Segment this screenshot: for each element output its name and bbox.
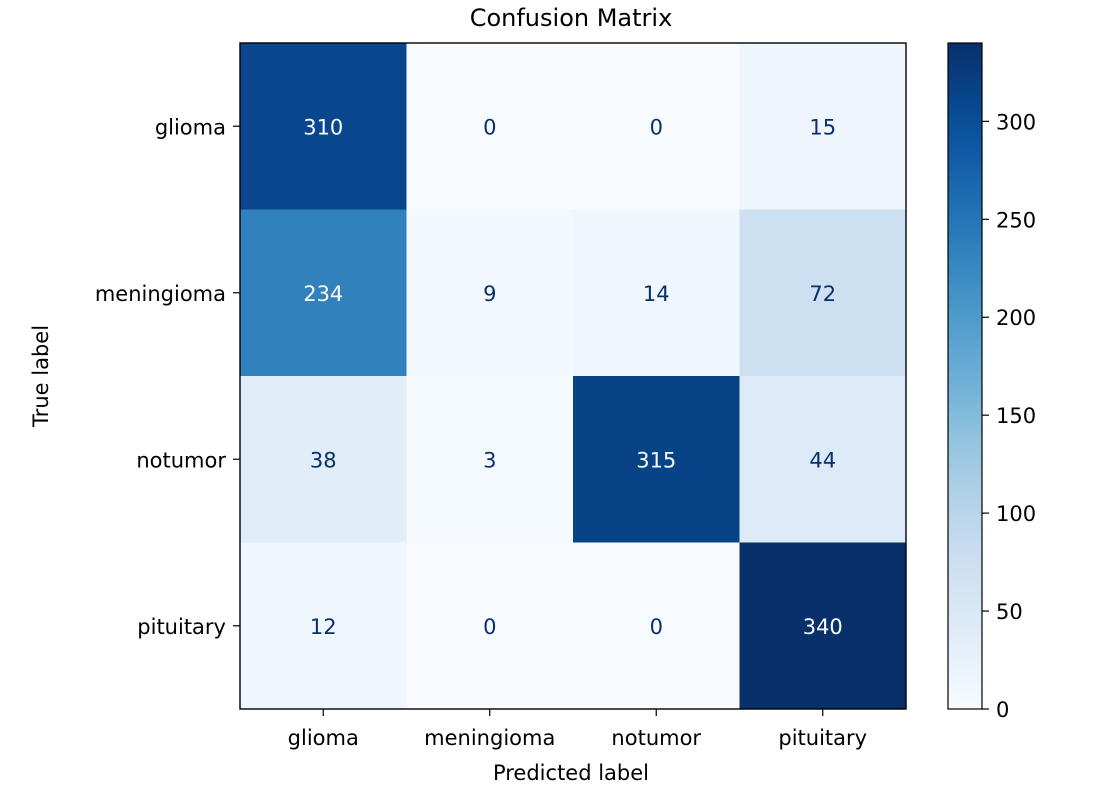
x-tick-label: notumor — [611, 726, 701, 750]
heatmap-cell — [739, 542, 907, 710]
colorbar-tick-label: 300 — [996, 110, 1036, 134]
heatmap-cell — [573, 376, 740, 543]
cell-value-label: 0 — [483, 115, 496, 139]
heatmap-cell — [406, 209, 574, 377]
x-axis-ticks: glioma meningioma notumor pituitary — [288, 709, 867, 750]
x-tick-label: pituitary — [778, 726, 867, 750]
cell-value-label: 234 — [303, 282, 343, 306]
cell-value-label: 72 — [809, 282, 836, 306]
y-tick-label: glioma — [155, 115, 226, 139]
cell-value-label: 14 — [643, 282, 670, 306]
heatmap-cell — [739, 209, 907, 377]
cell-value-label: 9 — [483, 282, 496, 306]
heatmap-cell — [240, 209, 407, 377]
heatmap-cell — [240, 376, 407, 543]
heatmap-cell — [406, 542, 574, 710]
heatmap-cell — [573, 209, 740, 377]
heatmap-cell — [406, 376, 574, 543]
colorbar-tick-label: 200 — [996, 306, 1036, 330]
colorbar-tick-label: 250 — [996, 208, 1036, 232]
cell-value-label: 38 — [310, 448, 337, 472]
cell-value-label: 12 — [310, 615, 337, 639]
cell-value-label: 310 — [303, 115, 343, 139]
colorbar — [947, 42, 983, 710]
x-tick-label: glioma — [288, 726, 359, 750]
heatmap-cell — [240, 542, 407, 710]
colorbar-ticks: 0 50 100 150 200 250 300 — [982, 110, 1036, 722]
heatmap-cell-labels: 310 0 0 15 234 9 14 72 38 3 315 44 12 0 0 340 — [303, 115, 843, 639]
cell-value-label: 340 — [803, 615, 843, 639]
y-tick-label: notumor — [136, 448, 226, 472]
heatmap-cells — [240, 43, 907, 710]
cell-value-label: 44 — [809, 448, 836, 472]
x-axis-label: Predicted label — [493, 761, 649, 785]
cell-value-label: 0 — [650, 115, 663, 139]
y-axis-ticks: glioma meningioma notumor pituitary — [95, 115, 240, 639]
chart-title: Confusion Matrix — [470, 4, 673, 32]
cell-value-label: 315 — [636, 448, 676, 472]
heatmap-cell — [739, 43, 907, 210]
heatmap-cell — [573, 43, 740, 210]
x-tick-label: meningioma — [424, 726, 555, 750]
heatmap-cell — [739, 376, 907, 543]
cell-value-label: 3 — [483, 448, 496, 472]
colorbar-tick-label: 50 — [996, 600, 1023, 624]
y-tick-label: meningioma — [95, 282, 226, 306]
heatmap-cell — [573, 542, 740, 710]
y-axis-label: True label — [29, 325, 53, 428]
heatmap-cell — [240, 43, 407, 210]
colorbar-tick-label: 100 — [996, 502, 1036, 526]
plot-frame — [239, 42, 907, 710]
cell-value-label: 0 — [483, 615, 496, 639]
cell-value-label: 15 — [809, 115, 836, 139]
heatmap-cell — [406, 43, 574, 210]
colorbar-tick-label: 150 — [996, 404, 1036, 428]
y-tick-label: pituitary — [137, 615, 226, 639]
colorbar-tick-label: 0 — [996, 698, 1009, 722]
cell-value-label: 0 — [650, 615, 663, 639]
